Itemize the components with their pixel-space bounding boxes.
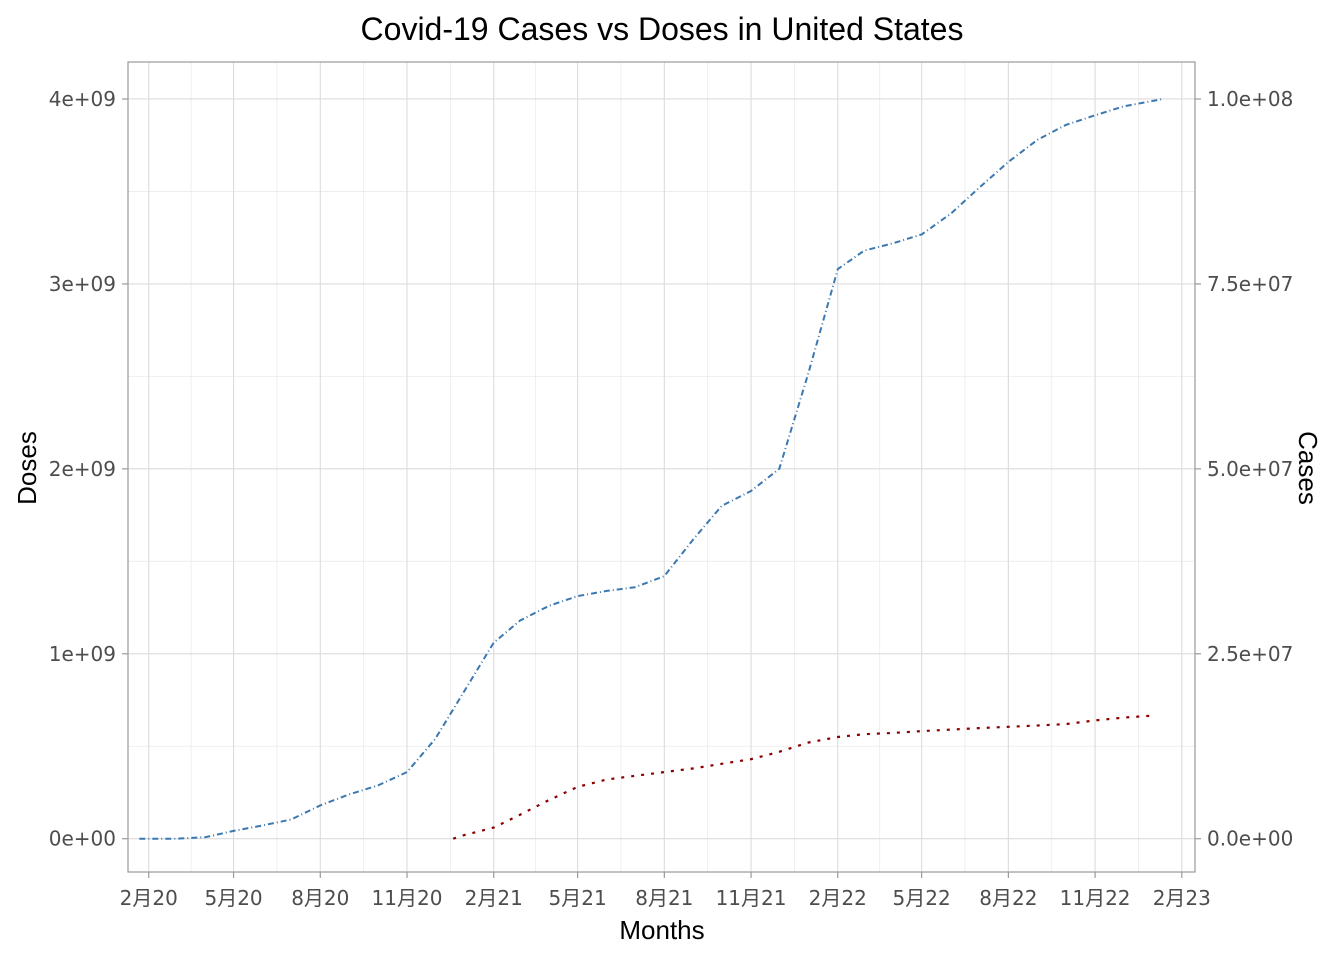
y-axis-title-left: Doses: [12, 431, 42, 505]
y-axis-right: 0.0e+00 2.5e+07 5.0e+07 7.5e+07 1.0e+08: [1195, 87, 1293, 851]
x-tick-label: 2月20: [120, 886, 178, 910]
x-tick-label: 5月21: [549, 886, 607, 910]
y2-tick-label: 5.0e+07: [1207, 457, 1293, 481]
y-tick-label: 4e+09: [49, 87, 116, 111]
cases-series-line: [139, 98, 1164, 840]
series-layer: [139, 98, 1164, 840]
grid: [128, 62, 1195, 872]
x-tick-label: 2月21: [465, 886, 523, 910]
y-axis-title-right: Cases: [1293, 431, 1323, 505]
chart-title: Covid-19 Cases vs Doses in United States: [361, 11, 964, 47]
y-tick-label: 2e+09: [49, 457, 116, 481]
x-tick-label: 2月22: [809, 886, 867, 910]
y-axis-left: 0e+00 1e+09 2e+09 3e+09 4e+09: [49, 87, 128, 851]
y2-tick-label: 7.5e+07: [1207, 272, 1293, 296]
x-tick-label: 2月23: [1153, 886, 1211, 910]
x-tick-label: 8月21: [635, 886, 693, 910]
y2-tick-label: 1.0e+08: [1207, 87, 1293, 111]
x-tick-label: 8月22: [979, 886, 1037, 910]
x-tick-label: 8月20: [291, 886, 349, 910]
x-tick-label: 5月22: [893, 886, 951, 910]
x-tick-label: 11月22: [1060, 886, 1131, 910]
plot-frame: [127, 61, 1196, 873]
x-tick-label: 5月20: [204, 886, 262, 910]
x-axis: 2月20 5月20 8月20 11月20 2月21 5月21 8月21 11月21 2月22 5月…: [120, 872, 1211, 910]
x-axis-title: Months: [619, 915, 704, 945]
doses-series-line: [452, 714, 1152, 840]
x-tick-label: 11月21: [716, 886, 787, 910]
y2-tick-label: 0.0e+00: [1207, 827, 1293, 851]
y-tick-label: 3e+09: [49, 272, 116, 296]
y-tick-label: 0e+00: [49, 827, 116, 851]
y-tick-label: 1e+09: [49, 642, 116, 666]
x-tick-label: 11月20: [372, 886, 443, 910]
y2-tick-label: 2.5e+07: [1207, 642, 1293, 666]
